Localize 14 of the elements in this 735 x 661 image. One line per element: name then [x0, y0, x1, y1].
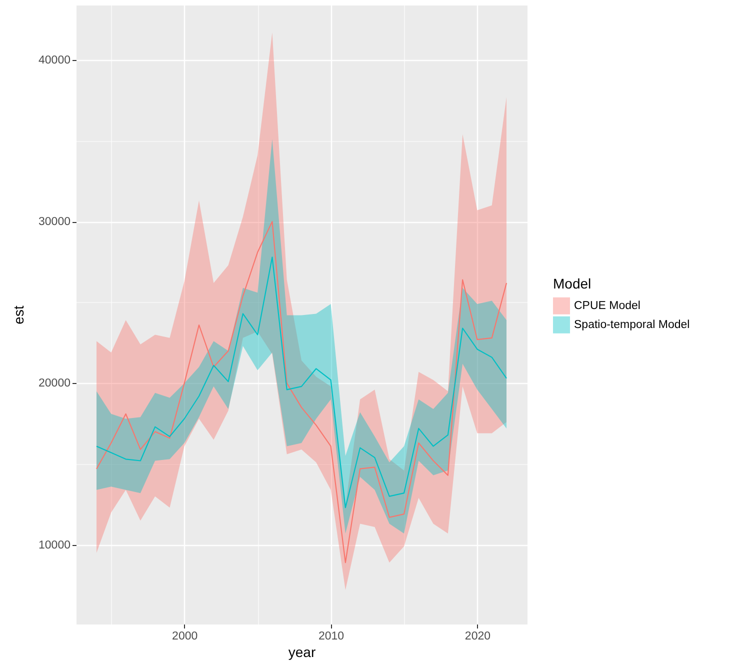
- legend-label: Spatio-temporal Model: [574, 318, 690, 331]
- line-series: [96, 256, 508, 508]
- y-axis-title: est: [10, 306, 27, 324]
- x-tick-label: 2010: [318, 630, 344, 642]
- x-axis-title: year: [288, 644, 316, 660]
- y-tick-label: 10000: [38, 539, 70, 552]
- x-tick-label: 2020: [464, 630, 491, 642]
- line-series: [96, 221, 508, 564]
- legend-label: CPUE Model: [574, 300, 640, 312]
- y-tick-label: 30000: [38, 216, 70, 228]
- y-tick-label: 40000: [38, 54, 70, 66]
- y-tick-label: 20000: [38, 378, 70, 390]
- x-tick-label: 2000: [172, 630, 198, 642]
- legend-title: Model: [553, 275, 592, 292]
